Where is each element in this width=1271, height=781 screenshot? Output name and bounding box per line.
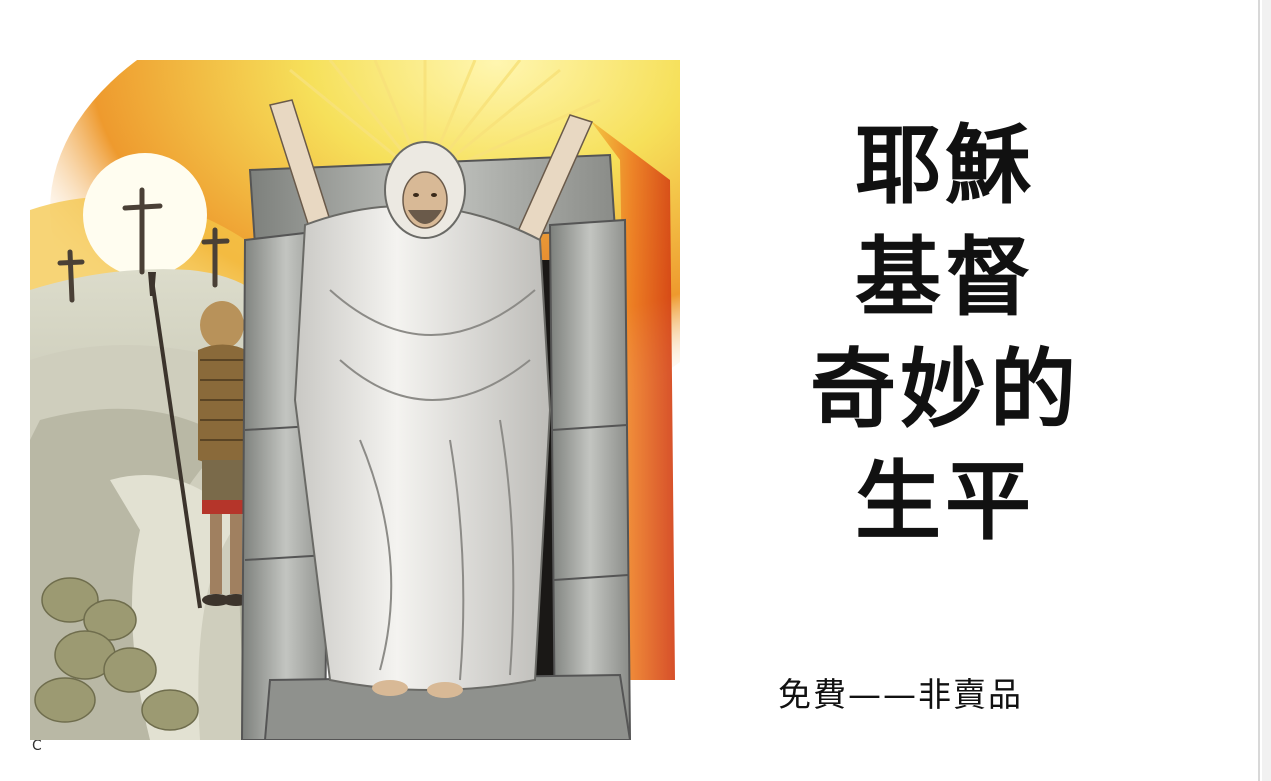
bushes: [34, 577, 199, 731]
title-line-2: 基督: [855, 228, 1035, 328]
resurrection-illustration: [30, 60, 680, 740]
corner-mark: C: [32, 738, 42, 754]
sun: [83, 153, 207, 277]
title-line-4: 生平: [855, 452, 1035, 552]
page-edge-shadow: [1262, 0, 1271, 781]
title-line-3: 奇妙的: [810, 340, 1080, 440]
page-edge-line: [1258, 0, 1260, 781]
roman-soldier: [148, 272, 252, 609]
free-not-for-sale-notice: 免費——非賣品: [778, 675, 1023, 714]
crosses: [57, 187, 230, 303]
title-line-1: 耶穌: [855, 116, 1035, 216]
tract-title: 耶穌 基督 奇妙的 生平: [775, 110, 1115, 558]
christ-figure: [269, 99, 594, 698]
